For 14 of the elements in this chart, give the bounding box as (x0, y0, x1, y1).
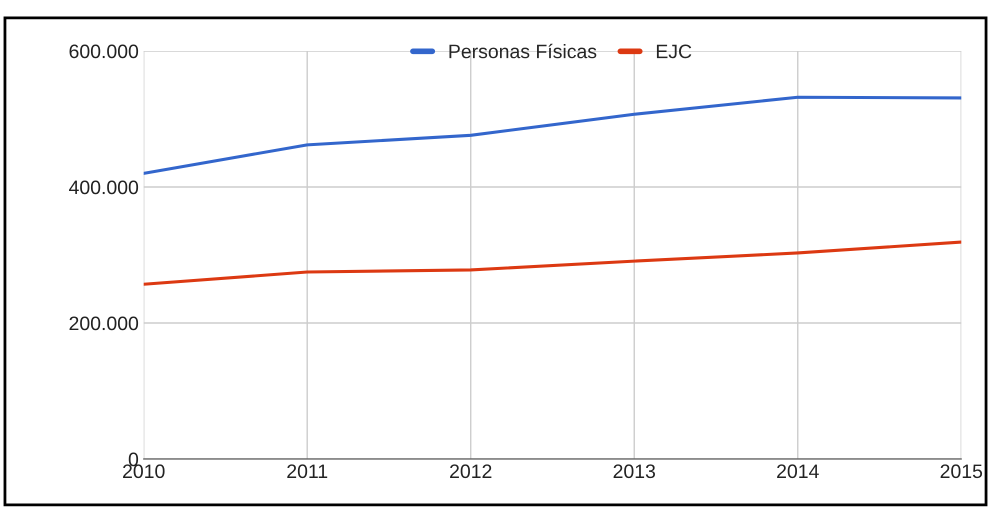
line-series (144, 96, 962, 175)
x-tick-label: 2012 (450, 464, 492, 478)
y-tick-label: 400.000 (69, 180, 138, 194)
x-tick-label: 2014 (777, 464, 819, 478)
x-tick-label: 2015 (940, 464, 982, 478)
legend-label: Personas Físicas (449, 44, 596, 58)
y-tick-label: 600.000 (70, 44, 138, 58)
line-series (144, 240, 962, 286)
legend-label: EJC (656, 44, 692, 58)
x-tick-label: 2011 (287, 464, 328, 478)
x-tick-label: 2013 (614, 464, 656, 478)
y-tick-label: 0 (128, 452, 138, 466)
x-tick-label: 2010 (123, 464, 165, 478)
y-tick-label: 200.000 (70, 316, 138, 330)
